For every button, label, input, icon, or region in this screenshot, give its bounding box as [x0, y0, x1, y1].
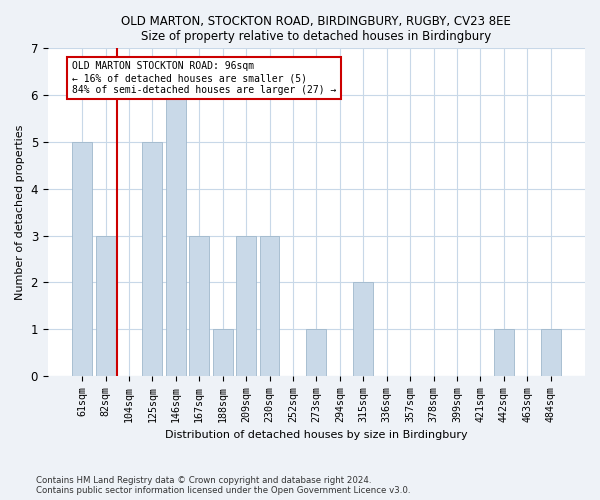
Bar [95, 236, 116, 376]
Bar [166, 95, 186, 376]
Bar [307, 329, 326, 376]
Text: Contains HM Land Registry data © Crown copyright and database right 2024.
Contai: Contains HM Land Registry data © Crown c… [36, 476, 410, 495]
X-axis label: Distribution of detached houses by size in Birdingbury: Distribution of detached houses by size … [165, 430, 468, 440]
Bar [353, 282, 373, 376]
Bar [260, 236, 280, 376]
Bar [142, 142, 163, 376]
Bar [494, 329, 514, 376]
Y-axis label: Number of detached properties: Number of detached properties [15, 124, 25, 300]
Bar [213, 329, 233, 376]
Title: OLD MARTON, STOCKTON ROAD, BIRDINGBURY, RUGBY, CV23 8EE
Size of property relativ: OLD MARTON, STOCKTON ROAD, BIRDINGBURY, … [121, 15, 511, 43]
Bar [541, 329, 560, 376]
Bar [190, 236, 209, 376]
Bar [236, 236, 256, 376]
Bar [72, 142, 92, 376]
Text: OLD MARTON STOCKTON ROAD: 96sqm
← 16% of detached houses are smaller (5)
84% of : OLD MARTON STOCKTON ROAD: 96sqm ← 16% of… [71, 62, 336, 94]
